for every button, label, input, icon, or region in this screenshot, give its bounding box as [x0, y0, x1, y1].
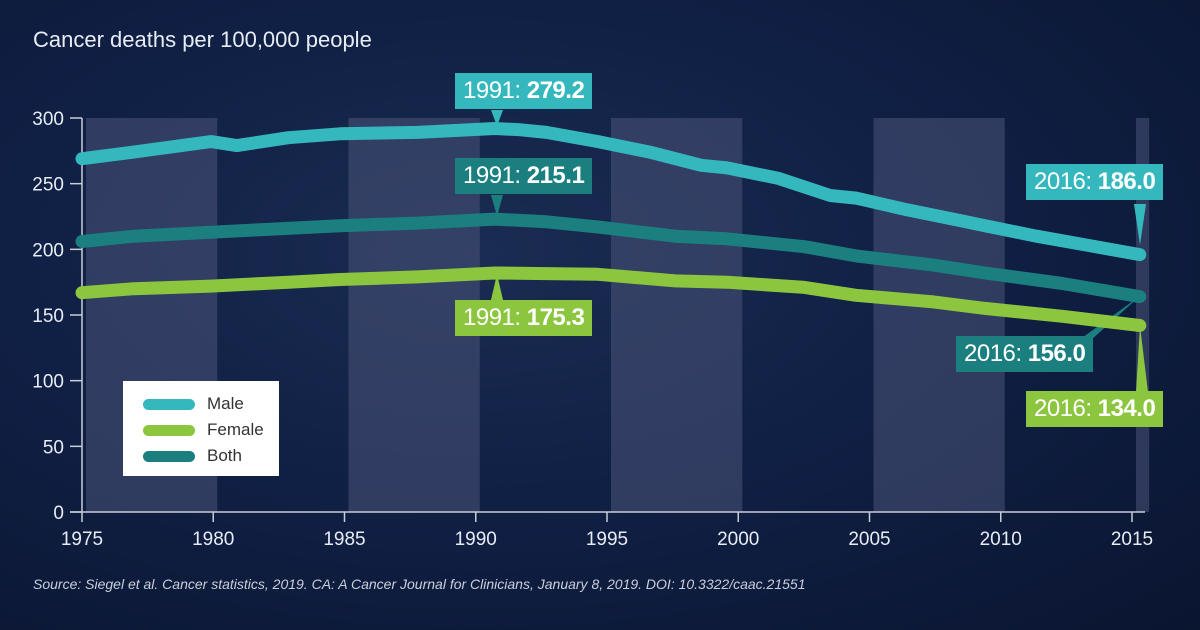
legend-label: Both — [207, 446, 242, 465]
legend-item-male: Male — [143, 393, 244, 415]
legend-item-female: Female — [143, 419, 264, 441]
y-tick-label: 0 — [53, 503, 64, 524]
x-tick-label: 1980 — [192, 529, 234, 550]
legend: Male Female Both — [123, 381, 279, 476]
x-tick-label: 2010 — [980, 529, 1022, 550]
annotation-male-1991: 1991: 279.2 — [455, 73, 593, 109]
y-tick-label: 200 — [32, 240, 64, 261]
annotation-pointer — [491, 195, 503, 216]
shaded-band — [611, 118, 743, 512]
annotation-pointer — [491, 274, 503, 300]
y-tick-label: 50 — [43, 437, 64, 458]
y-tick-label: 250 — [32, 175, 64, 196]
annotation-pointer — [491, 110, 503, 126]
x-tick-label: 1985 — [323, 529, 365, 550]
legend-swatch — [143, 450, 195, 462]
annotation-female-1991: 1991: 175.3 — [455, 300, 593, 336]
x-tick-label: 2005 — [848, 529, 890, 550]
y-tick-label: 100 — [32, 372, 64, 393]
x-tick-label: 1975 — [61, 529, 103, 550]
x-tick-label: 2000 — [717, 529, 759, 550]
annotation-both-1991: 1991: 215.1 — [455, 158, 593, 194]
legend-item-both: Both — [143, 445, 242, 467]
legend-label: Female — [207, 420, 264, 439]
source-note: Source: Siegel et al. Cancer statistics,… — [33, 576, 806, 592]
x-tick-label: 1995 — [586, 529, 628, 550]
annotation-female-2016: 2016: 134.0 — [1026, 391, 1164, 427]
series-line-female — [75, 266, 1147, 332]
y-tick-label: 150 — [32, 306, 64, 327]
shaded-band — [873, 118, 1005, 512]
x-tick-label: 2015 — [1111, 529, 1153, 550]
chart-title: Cancer deaths per 100,000 people — [33, 27, 372, 52]
annotation-pointer — [1136, 326, 1148, 392]
annotation-pointer — [1134, 204, 1146, 245]
legend-swatch — [143, 398, 195, 410]
x-tick-label: 1990 — [455, 529, 497, 550]
annotation-male-2016: 2016: 186.0 — [1026, 164, 1164, 200]
y-tick-label: 300 — [32, 109, 64, 130]
legend-label: Male — [207, 394, 244, 413]
annotation-both-2016: 2016: 156.0 — [956, 336, 1094, 372]
legend-swatch — [143, 424, 195, 436]
